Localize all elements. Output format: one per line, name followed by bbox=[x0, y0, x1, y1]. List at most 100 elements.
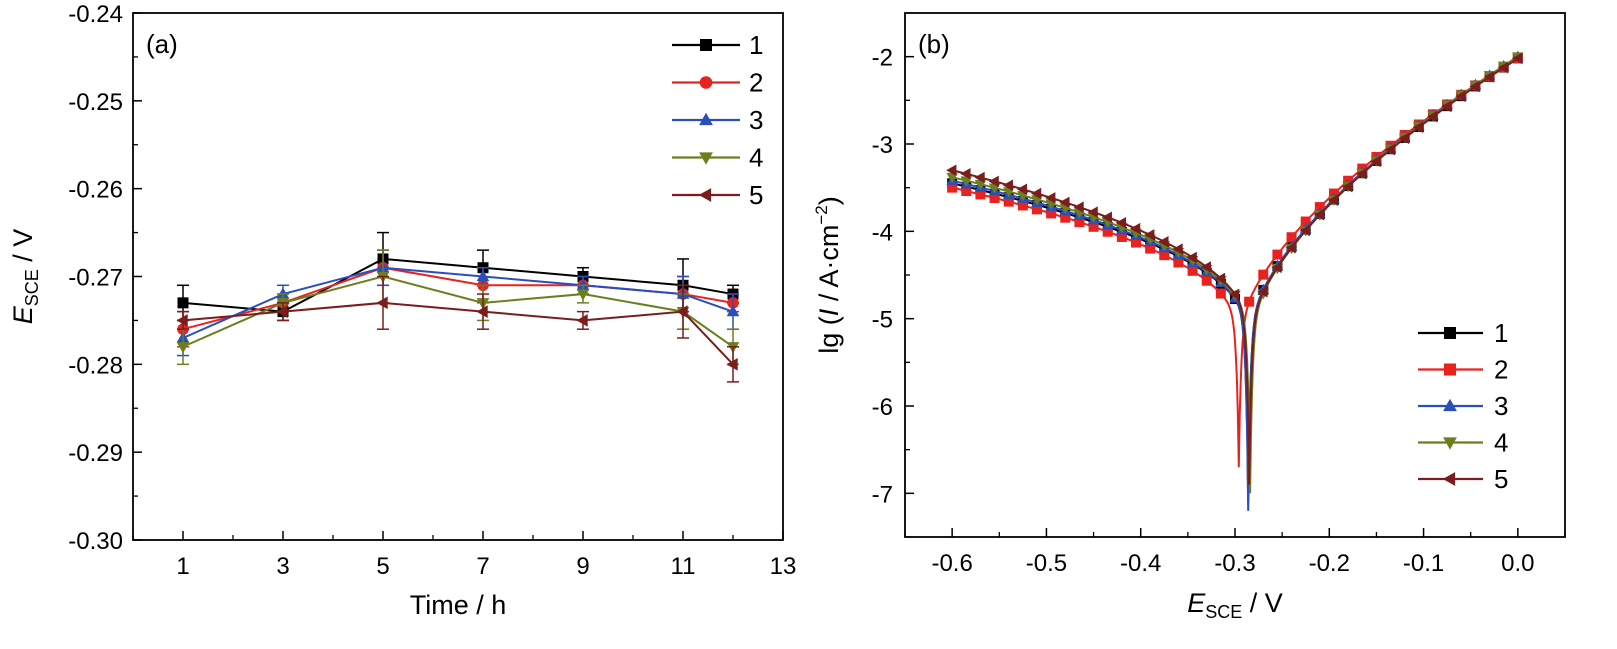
data-point-b bbox=[1088, 221, 1099, 232]
data-point-b bbox=[1187, 265, 1198, 276]
x-tick-label-a: 11 bbox=[671, 553, 696, 580]
data-point-b bbox=[1074, 217, 1085, 228]
legend-marker-b bbox=[1442, 472, 1456, 486]
y-tick-label-a: -0.30 bbox=[68, 528, 123, 555]
data-point-b bbox=[1215, 288, 1226, 299]
data-point-b bbox=[1102, 226, 1113, 237]
data-point-b bbox=[1214, 272, 1226, 285]
y-tick-label-b: -5 bbox=[872, 307, 893, 334]
x-axis-title-a: Time / h bbox=[410, 590, 507, 620]
x-tick-label-a: 13 bbox=[770, 553, 797, 580]
data-point-b bbox=[1200, 261, 1211, 273]
data-point-b bbox=[1087, 206, 1098, 218]
data-point-b bbox=[1483, 71, 1494, 83]
data-point-b bbox=[1172, 243, 1183, 255]
y-tick-label-b: -2 bbox=[872, 45, 893, 72]
data-point-b bbox=[1300, 216, 1311, 227]
series-b-5 bbox=[946, 52, 1523, 485]
legend-marker-b bbox=[1443, 398, 1457, 412]
y-tick-label-a: -0.28 bbox=[68, 352, 123, 379]
data-point-a bbox=[177, 297, 189, 309]
legend-marker-a bbox=[699, 76, 713, 89]
data-point-b bbox=[1258, 269, 1269, 280]
y-tick-label-b: -6 bbox=[872, 394, 893, 421]
data-point-b bbox=[1441, 100, 1452, 113]
legend-marker-b bbox=[1444, 363, 1456, 376]
data-point-b bbox=[1356, 167, 1367, 180]
x-tick-label-b: -0.3 bbox=[1214, 550, 1255, 577]
data-point-b bbox=[1130, 222, 1141, 235]
data-point-b bbox=[1116, 231, 1127, 242]
data-point-b bbox=[1342, 180, 1353, 193]
data-point-b bbox=[1031, 187, 1042, 200]
data-point-b bbox=[1060, 212, 1071, 223]
legend-a: 1 2 3 4 5 bbox=[672, 30, 763, 210]
x-tick-label-a: 5 bbox=[376, 553, 389, 580]
data-point-b bbox=[1244, 296, 1255, 307]
data-point-b bbox=[1186, 251, 1197, 264]
data-point-b bbox=[1016, 183, 1028, 196]
data-point-b bbox=[1059, 196, 1070, 209]
series-line-a bbox=[182, 275, 734, 348]
x-tick-label-b: 0.0 bbox=[1501, 550, 1534, 577]
data-point-a bbox=[726, 305, 740, 317]
x-tick-label-b: -0.5 bbox=[1026, 550, 1067, 577]
data-point-b bbox=[1511, 52, 1523, 65]
data-point-b bbox=[1455, 90, 1466, 103]
legend-label-a: 4 bbox=[749, 143, 763, 173]
data-point-b bbox=[1286, 232, 1297, 243]
panel-label-b: (b) bbox=[918, 29, 950, 59]
data-point-b bbox=[1229, 288, 1240, 301]
y-tick-label-a: -0.29 bbox=[68, 440, 123, 467]
panel-a: 1 3 5 7 9 11 13-0.30-0.29-0.28-0.27-0.26-0.25-… bbox=[8, 1, 796, 620]
data-point-b bbox=[1285, 241, 1296, 254]
data-point-a bbox=[476, 269, 490, 282]
data-point-b bbox=[1131, 237, 1141, 248]
series-line-a bbox=[182, 266, 734, 339]
series-curve-b bbox=[951, 57, 1519, 485]
x-tick-label-a: 3 bbox=[276, 553, 289, 580]
legend-label-b: 3 bbox=[1494, 391, 1508, 421]
legend-label-a: 1 bbox=[749, 30, 763, 60]
data-point-b bbox=[1173, 257, 1184, 268]
data-point-b bbox=[960, 176, 973, 187]
data-point-a bbox=[176, 342, 190, 354]
data-point-b bbox=[1427, 110, 1438, 123]
x-tick-label-b: -0.6 bbox=[931, 550, 972, 577]
y-tick-label-a: -0.27 bbox=[68, 265, 123, 292]
data-point-b bbox=[1159, 250, 1170, 261]
data-point-b bbox=[989, 192, 1000, 203]
x-tick-label-b: -0.4 bbox=[1120, 550, 1161, 577]
data-point-b bbox=[1469, 80, 1480, 93]
legend-marker-b bbox=[1444, 327, 1456, 339]
legend-label-a: 5 bbox=[749, 180, 763, 210]
y-tick-label-b: -3 bbox=[872, 132, 893, 159]
data-point-b bbox=[961, 186, 972, 197]
legend-b: 1 2 3 4 5 bbox=[1418, 318, 1508, 494]
legend-label-b: 2 bbox=[1494, 355, 1508, 385]
series-line-a bbox=[182, 266, 734, 331]
data-point-b bbox=[1384, 143, 1395, 156]
data-point-b bbox=[1271, 261, 1282, 274]
y-tick-label-a: -0.24 bbox=[68, 1, 123, 28]
legend-marker-b bbox=[1443, 437, 1457, 450]
data-point-b bbox=[1257, 286, 1268, 298]
data-point-b bbox=[1145, 243, 1156, 254]
data-point-a bbox=[676, 305, 688, 318]
y-tick-label-b: -7 bbox=[872, 481, 893, 508]
legend-marker-a bbox=[699, 152, 713, 165]
data-point-b bbox=[1003, 196, 1014, 207]
data-point-a bbox=[276, 305, 288, 318]
data-point-a bbox=[576, 278, 590, 290]
panel-b: -0.6 -0.5 -0.4 -0.3 -0.2 -0.1 0.0 -7 -6 -5 -4 -3 -2 E… bbox=[812, 12, 1566, 622]
data-point-b bbox=[1073, 201, 1084, 213]
legend-marker-a bbox=[699, 112, 713, 126]
data-point-a bbox=[726, 358, 738, 371]
data-point-b bbox=[1046, 208, 1057, 219]
data-point-a bbox=[576, 289, 590, 301]
data-point-a bbox=[376, 296, 388, 310]
data-point-b bbox=[1101, 211, 1112, 224]
data-point-b bbox=[1002, 179, 1013, 192]
data-point-a bbox=[276, 287, 290, 299]
